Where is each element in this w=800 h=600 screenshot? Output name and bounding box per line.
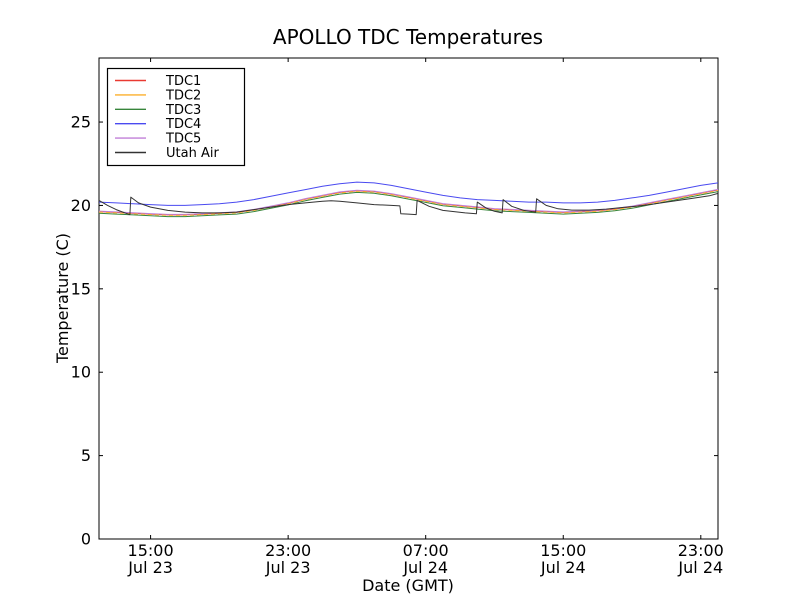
series-lines [98, 181, 719, 218]
series-line-tdc2 [98, 189, 719, 216]
y-tick-label: 15 [71, 279, 91, 298]
y-axis-label: Temperature (C) [53, 233, 72, 364]
x-tick-label-time: 15:00 [540, 541, 586, 560]
y-tick-label: 25 [71, 113, 91, 132]
legend-label-tdc1: TDC1 [165, 74, 201, 89]
x-axis-label: Date (GMT) [362, 576, 454, 595]
y-tick-label: 20 [71, 196, 91, 215]
legend-box [106, 67, 246, 167]
x-tick-label-date: Jul 23 [127, 558, 173, 577]
x-tick-label-time: 07:00 [403, 541, 449, 560]
series-line-tdc4 [98, 181, 719, 206]
x-tick-label-date: Jul 24 [402, 558, 448, 577]
series-line-tdc1 [98, 189, 719, 216]
legend-label-tdc5: TDC5 [165, 132, 201, 147]
x-tick-label-time: 23:00 [678, 541, 724, 560]
series-line-tdc5 [98, 188, 719, 215]
legend-label-tdc2: TDC2 [165, 88, 201, 103]
legend-label-utah-air: Utah Air [166, 146, 219, 161]
chart-title: APOLLO TDC Temperatures [273, 25, 543, 49]
legend-label-tdc3: TDC3 [165, 103, 201, 118]
plot-area-border [98, 57, 719, 540]
y-tick-label: 0 [81, 530, 91, 549]
x-tick-label-date: Jul 24 [540, 558, 586, 577]
y-tick-label: 5 [81, 446, 91, 465]
series-line-utah-air [98, 192, 719, 216]
x-tick-label-date: Jul 24 [677, 558, 723, 577]
x-tick-label-date: Jul 23 [265, 558, 311, 577]
series-line-tdc3 [98, 191, 719, 218]
x-tick-label-time: 23:00 [265, 541, 311, 560]
legend-label-tdc4: TDC4 [165, 117, 201, 132]
x-tick-label-time: 15:00 [128, 541, 174, 560]
y-tick-label: 10 [71, 363, 91, 382]
